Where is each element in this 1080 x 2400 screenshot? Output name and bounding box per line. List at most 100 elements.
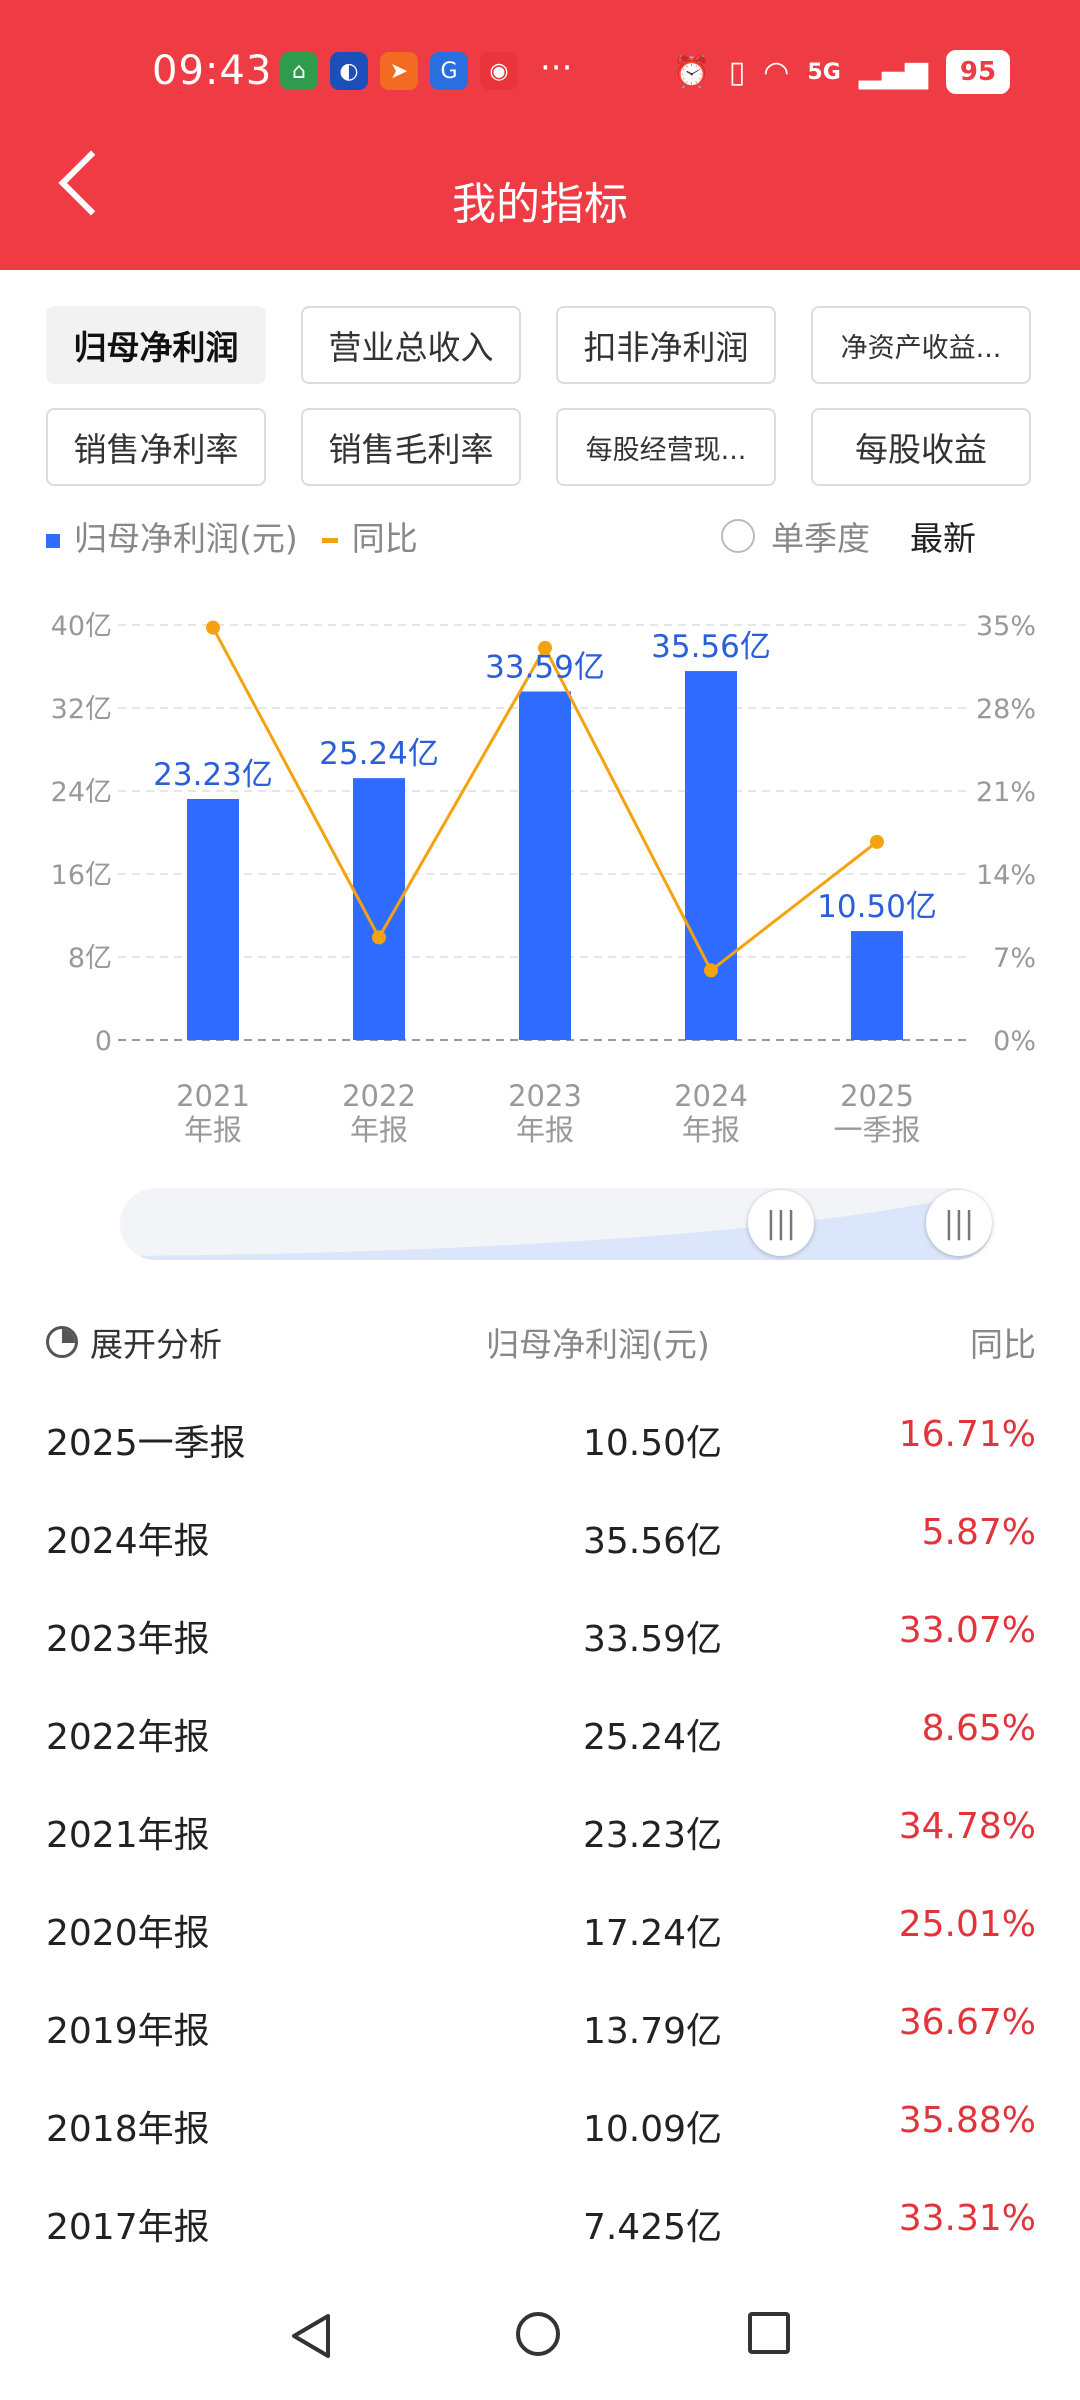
expand-analysis[interactable]: 展开分析 <box>46 1318 222 1366</box>
table-row[interactable]: 2023年报 33.59亿 33.07% <box>46 1588 1036 1686</box>
slider-left-handle[interactable]: ||| <box>748 1190 814 1256</box>
table-header: 展开分析 归母净利润(元) 同比 <box>46 1318 1036 1364</box>
x-tick-label: 一季报 <box>833 1113 920 1147</box>
data-table: 2025一季报 10.50亿 16.71% 2024年报 35.56亿 5.87% 2023… <box>46 1392 1036 2274</box>
bar-value-label: 33.59亿 <box>485 650 605 686</box>
y-right-tick-label: 14% <box>976 860 1036 891</box>
tab-total-revenue[interactable]: 营业总收入 <box>301 306 521 384</box>
row-yoy: 25.01% <box>898 1904 1036 1945</box>
network-label: 5G <box>807 59 841 85</box>
y-left-tick-label: 32亿 <box>51 694 112 725</box>
row-yoy: 35.88% <box>898 2100 1036 2141</box>
chart-legend: 归母净利润(元) 同比 单季度 最新 <box>46 512 1036 558</box>
bar-value-label: 10.50亿 <box>817 889 937 925</box>
slider-preview <box>120 1192 992 1260</box>
yoy-point <box>372 930 386 945</box>
row-value: 33.59亿 <box>582 1619 722 1660</box>
system-status: ⏰ ▯ ◠ 5G ▂▄▆ 95 <box>673 50 1010 94</box>
status-bar: 09:43 ⌂ ◐ ➤ G ◉ ··· ⏰ ▯ ◠ 5G ▂▄▆ 95 <box>0 40 1080 100</box>
finance-app-icon: G <box>430 52 468 90</box>
row-yoy: 8.65% <box>921 1708 1036 1749</box>
y-left-tick-label: 24亿 <box>51 777 112 808</box>
line-legend-swatch <box>321 538 338 543</box>
alarm-icon: ⏰ <box>673 54 711 90</box>
table-row[interactable]: 2021年报 23.23亿 34.78% <box>46 1784 1036 1882</box>
row-value: 17.24亿 <box>582 1913 722 1954</box>
notification-icons: ⌂ ◐ ➤ G ◉ <box>280 52 518 90</box>
x-tick-label: 2022 <box>342 1079 416 1113</box>
row-value: 13.79亿 <box>582 2011 722 2052</box>
line-legend-label: 同比 <box>351 519 418 558</box>
y-right-tick-label: 21% <box>976 777 1036 808</box>
home-app-icon: ⌂ <box>280 52 318 90</box>
x-tick-label: 2025 <box>840 1079 914 1113</box>
table-row[interactable]: 2025一季报 10.50亿 16.71% <box>46 1392 1036 1490</box>
x-tick-label: 年报 <box>516 1113 574 1147</box>
tab-deducted-net-profit[interactable]: 扣非净利润 <box>556 306 776 384</box>
indicator-tabs: 归母净利润 营业总收入 扣非净利润 净资产收益... 销售净利率 销售毛利率 每… <box>46 306 1036 486</box>
single-quarter-radio[interactable] <box>721 519 755 553</box>
table-row[interactable]: 2020年报 17.24亿 25.01% <box>46 1882 1036 1980</box>
expand-analysis-label: 展开分析 <box>90 1325 222 1364</box>
table-row[interactable]: 2022年报 25.24亿 8.65% <box>46 1686 1036 1784</box>
battery-indicator: 95 <box>946 50 1010 94</box>
y-right-tick-label: 28% <box>976 694 1036 725</box>
bar-value-label: 23.23亿 <box>153 757 273 793</box>
row-period: 2020年报 <box>46 1913 210 1954</box>
table-row[interactable]: 2017年报 7.425亿 33.31% <box>46 2176 1036 2274</box>
table-row[interactable]: 2018年报 10.09亿 35.88% <box>46 2078 1036 2176</box>
row-period: 2017年报 <box>46 2207 210 2248</box>
row-yoy: 33.31% <box>898 2198 1036 2239</box>
row-yoy: 34.78% <box>898 1806 1036 1847</box>
bar <box>519 691 571 1040</box>
app-header: 09:43 ⌂ ◐ ➤ G ◉ ··· ⏰ ▯ ◠ 5G ▂▄▆ 95 我的指标 <box>0 0 1080 270</box>
vibrate-icon: ▯ <box>728 54 746 90</box>
tab-eps[interactable]: 每股收益 <box>811 408 1031 486</box>
table-row[interactable]: 2024年报 35.56亿 5.87% <box>46 1490 1036 1588</box>
single-quarter-label: 单季度 <box>771 519 870 558</box>
yoy-point <box>206 620 220 635</box>
row-value: 7.425亿 <box>582 2207 722 2248</box>
signal-icon: ▂▄▆ <box>858 54 928 90</box>
bar <box>187 798 239 1040</box>
bar <box>685 671 737 1040</box>
row-period: 2022年报 <box>46 1717 210 1758</box>
nav-recents-icon[interactable] <box>748 2312 790 2354</box>
row-value: 25.24亿 <box>582 1717 722 1758</box>
row-value: 10.09亿 <box>582 2109 722 2150</box>
slider-right-handle[interactable]: ||| <box>926 1190 992 1256</box>
tab-net-margin[interactable]: 销售净利率 <box>46 408 266 486</box>
tab-parent-net-profit[interactable]: 归母净利润 <box>46 306 266 384</box>
tab-gross-margin[interactable]: 销售毛利率 <box>301 408 521 486</box>
clock: 09:43 <box>152 48 273 94</box>
table-row[interactable]: 2019年报 13.79亿 36.67% <box>46 1980 1036 2078</box>
nav-home-icon[interactable] <box>516 2312 560 2356</box>
y-left-tick-label: 16亿 <box>51 860 112 891</box>
column-header-value: 归母净利润(元) <box>486 1325 710 1364</box>
system-nav-bar <box>0 2290 1080 2380</box>
nav-back-icon[interactable] <box>288 2312 334 2360</box>
yoy-point <box>870 834 884 849</box>
x-tick-label: 2024 <box>674 1079 748 1113</box>
x-tick-label: 2023 <box>508 1079 582 1113</box>
more-notifications-icon: ··· <box>540 48 573 88</box>
yoy-point <box>538 640 552 655</box>
latest-toggle[interactable]: 最新 <box>910 519 976 558</box>
y-right-tick-label: 0% <box>993 1026 1036 1057</box>
row-period: 2023年报 <box>46 1619 210 1660</box>
row-period: 2025一季报 <box>46 1423 246 1464</box>
tab-roe[interactable]: 净资产收益... <box>811 306 1031 384</box>
row-yoy: 5.87% <box>921 1512 1036 1553</box>
range-slider-track[interactable] <box>120 1188 992 1260</box>
x-tick-label: 年报 <box>682 1113 740 1147</box>
y-right-tick-label: 7% <box>993 943 1036 974</box>
profit-chart: 0 8亿 16亿 24亿 32亿 40亿 0% 7% 14% 21% 28% 35% 23.23亿 25.… <box>51 611 1036 1147</box>
paper-plane-app-icon: ➤ <box>380 52 418 90</box>
y-left-tick-label: 8亿 <box>68 943 112 974</box>
wifi-icon: ◠ <box>763 54 790 90</box>
page-title: 我的指标 <box>452 179 628 230</box>
row-yoy: 16.71% <box>898 1414 1036 1455</box>
tab-operating-cash-per-share[interactable]: 每股经营现... <box>556 408 776 486</box>
bar-legend-label: 归母净利润(元) <box>74 519 298 558</box>
column-header-yoy: 同比 <box>970 1325 1036 1364</box>
